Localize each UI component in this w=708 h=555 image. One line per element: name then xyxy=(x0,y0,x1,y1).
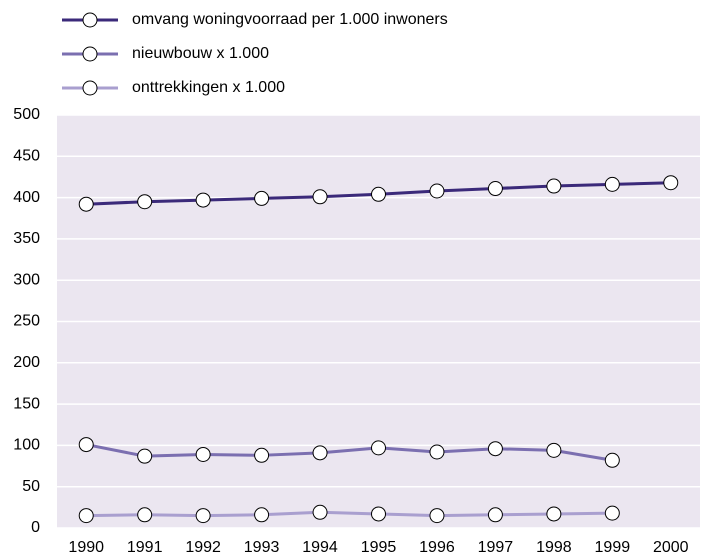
y-tick-label: 450 xyxy=(13,148,40,165)
y-tick-label: 500 xyxy=(13,106,40,123)
y-tick-label: 200 xyxy=(13,354,40,371)
legend-label: onttrekkingen x 1.000 xyxy=(132,79,285,96)
point xyxy=(254,447,270,463)
point xyxy=(487,441,503,457)
point xyxy=(604,452,620,468)
series-line xyxy=(85,443,613,462)
point xyxy=(137,507,153,523)
point xyxy=(429,508,445,524)
y-tick-label: 400 xyxy=(13,189,40,206)
y-tick-label: 0 xyxy=(31,519,40,536)
x-tick-label: 1993 xyxy=(244,539,280,555)
point xyxy=(371,506,386,522)
x-tick-label: 1990 xyxy=(68,539,104,555)
x-tick-label: 1999 xyxy=(595,539,631,555)
point xyxy=(429,444,445,460)
point xyxy=(546,506,562,522)
point xyxy=(78,196,94,212)
x-tick-label: 1995 xyxy=(361,539,397,555)
point xyxy=(195,192,211,208)
legend-marker xyxy=(82,80,98,96)
y-tick-label: 150 xyxy=(13,395,40,412)
x-tick-label: 1994 xyxy=(302,539,338,555)
point xyxy=(78,437,94,453)
y-tick-label: 300 xyxy=(13,271,40,288)
legend-label: nieuwbouw x 1.000 xyxy=(132,45,269,62)
point xyxy=(137,194,153,210)
point xyxy=(663,175,679,191)
y-tick-label: 100 xyxy=(13,437,40,454)
point xyxy=(312,504,328,520)
x-tick-label: 2000 xyxy=(653,539,689,555)
y-tick-label: 50 xyxy=(22,478,40,495)
point xyxy=(195,508,211,524)
x-tick-label: 1998 xyxy=(536,539,572,555)
legend-label: omvang woningvoorraad per 1.000 inwoners xyxy=(132,11,448,28)
series-line xyxy=(86,510,613,518)
point xyxy=(546,442,562,458)
x-tick-label: 1997 xyxy=(478,539,514,555)
point xyxy=(371,440,386,456)
point xyxy=(78,508,94,524)
x-tick-label: 1991 xyxy=(127,539,163,555)
point xyxy=(429,183,445,199)
point xyxy=(371,186,386,202)
point xyxy=(312,189,328,205)
point xyxy=(312,445,328,461)
y-tick-label: 350 xyxy=(13,230,40,247)
x-tick-label: 1992 xyxy=(185,539,221,555)
point xyxy=(195,446,211,462)
legend-marker xyxy=(82,12,98,28)
point xyxy=(487,181,503,197)
point xyxy=(604,176,620,192)
y-tick-label: 250 xyxy=(13,313,40,330)
legend-marker xyxy=(82,46,98,62)
point xyxy=(254,507,270,523)
x-tick-label: 1996 xyxy=(419,539,455,555)
point xyxy=(546,178,562,194)
point xyxy=(487,507,503,523)
point xyxy=(604,505,620,521)
point xyxy=(137,448,153,464)
point xyxy=(254,190,270,206)
